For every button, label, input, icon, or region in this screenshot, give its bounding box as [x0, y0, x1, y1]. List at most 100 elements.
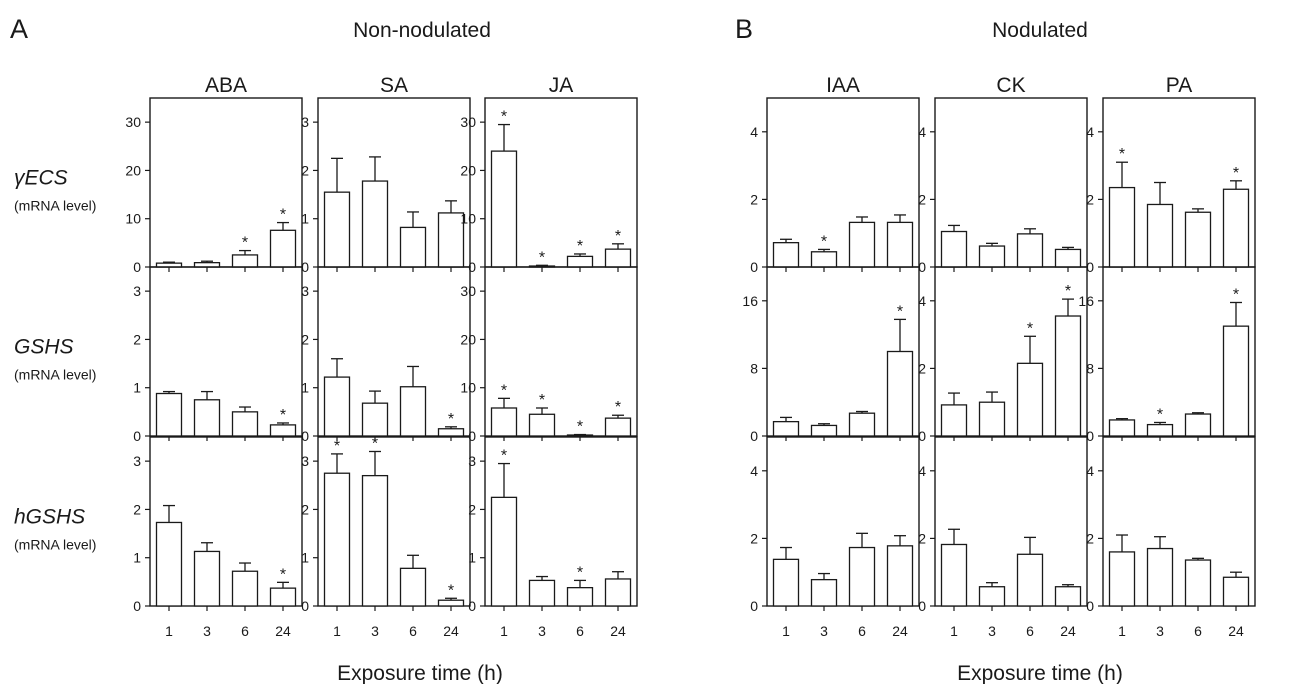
x-tick-label: 6: [858, 623, 866, 639]
bar: [1184, 559, 1212, 607]
bar: [399, 386, 427, 437]
x-axis-label-a: Exposure time (h): [337, 662, 503, 684]
significance-marker: *: [242, 235, 248, 252]
y-tick-label: 0: [1086, 598, 1094, 614]
bar: [269, 424, 297, 437]
significance-marker: *: [1233, 286, 1239, 303]
bar: [323, 472, 351, 607]
bar: [155, 521, 183, 607]
x-tick-label: 24: [610, 623, 626, 639]
x-tick-label: 3: [988, 623, 996, 639]
bar: [155, 392, 183, 437]
y-tick-label: 8: [1086, 360, 1094, 376]
y-tick-label: 30: [460, 283, 476, 299]
significance-marker: *: [1119, 146, 1125, 163]
x-tick-label: 6: [409, 623, 417, 639]
unit-label: (mRNA level): [14, 198, 96, 214]
y-tick-label: 4: [918, 293, 926, 309]
bar: [1054, 586, 1082, 607]
y-tick-label: 4: [750, 463, 758, 479]
panel-gshs-pa: 0 8 16 * *: [1078, 266, 1256, 444]
y-tick-label: 0: [133, 259, 141, 275]
unit-label: (mRNA level): [14, 367, 96, 383]
panel-gshs-ck: 0 2 4 * *: [918, 266, 1088, 444]
bar: [1054, 248, 1082, 268]
y-tick-label: 20: [460, 162, 476, 178]
y-tick-label: 2: [301, 501, 309, 517]
y-tick-label: 3: [301, 114, 309, 130]
bar: [490, 496, 518, 607]
significance-marker: *: [897, 303, 903, 320]
bar: [978, 245, 1006, 268]
bar: [193, 399, 221, 437]
bar: [399, 567, 427, 607]
panel-ecs-sa: 0 1 2 3: [301, 97, 471, 275]
x-tick-label: 6: [576, 623, 584, 639]
bar: [940, 543, 968, 607]
y-tick-label: 8: [750, 360, 758, 376]
panel-frame: [934, 436, 1088, 607]
significance-marker: *: [334, 438, 340, 455]
y-tick-label: 4: [918, 463, 926, 479]
panel-frame: [1102, 436, 1256, 607]
y-tick-label: 3: [468, 453, 476, 469]
y-tick-label: 2: [301, 331, 309, 347]
panel-gshs-sa: 0 1 2 3 *: [301, 266, 471, 444]
panel-gshs-ja: 0 10 20 30 * * * *: [460, 266, 638, 444]
y-tick-label: 0: [468, 598, 476, 614]
y-tick-label: 10: [460, 211, 476, 227]
bar: [1184, 211, 1212, 268]
y-tick-label: 4: [918, 124, 926, 140]
panel-frame: [766, 436, 920, 607]
group-title-a: Non-nodulated: [353, 19, 491, 42]
bar: [604, 248, 632, 268]
significance-marker: *: [501, 382, 507, 399]
bar: [1054, 315, 1082, 437]
significance-marker: *: [539, 249, 545, 266]
significance-marker: *: [1065, 283, 1071, 300]
y-tick-label: 0: [468, 428, 476, 444]
group-title-b: Nodulated: [992, 19, 1088, 42]
bar: [848, 412, 876, 437]
hormone-title-iaa: IAA: [826, 74, 860, 97]
bar: [772, 558, 800, 607]
bar: [490, 150, 518, 268]
significance-marker: *: [577, 238, 583, 255]
panel-ecs-iaa: 0 2 4 *: [750, 97, 920, 275]
y-tick-label: 1: [468, 550, 476, 566]
panel-frame: [149, 436, 303, 607]
x-tick-label: 3: [538, 623, 546, 639]
panel-frame: [934, 266, 1088, 437]
y-tick-label: 4: [1086, 463, 1094, 479]
bar: [231, 570, 259, 607]
y-tick-label: 4: [750, 124, 758, 140]
bar: [886, 221, 914, 268]
x-axis-label-b: Exposure time (h): [957, 662, 1123, 684]
panel-frame: [317, 266, 471, 437]
bar: [361, 474, 389, 607]
bar: [437, 599, 465, 607]
panel-frame: [766, 266, 920, 437]
bar: [848, 221, 876, 268]
bar: [810, 424, 838, 437]
panel-label-b: B: [735, 14, 753, 44]
significance-marker: *: [280, 207, 286, 224]
bar: [490, 407, 518, 437]
x-tick-label: 24: [443, 623, 459, 639]
y-tick-label: 2: [918, 191, 926, 207]
y-tick-label: 0: [918, 598, 926, 614]
significance-marker: *: [448, 582, 454, 599]
x-tick-label: 3: [371, 623, 379, 639]
significance-marker: *: [821, 233, 827, 250]
y-tick-label: 3: [133, 453, 141, 469]
bar: [323, 376, 351, 437]
bar: [269, 229, 297, 268]
panel-hgshs-aba: 0 1 2 3 1 3 6 24 *: [133, 436, 303, 639]
bar: [269, 587, 297, 607]
panel-ecs-pa: 0 2 4 * *: [1086, 97, 1256, 275]
bar: [1108, 186, 1136, 268]
x-tick-label: 1: [333, 623, 341, 639]
